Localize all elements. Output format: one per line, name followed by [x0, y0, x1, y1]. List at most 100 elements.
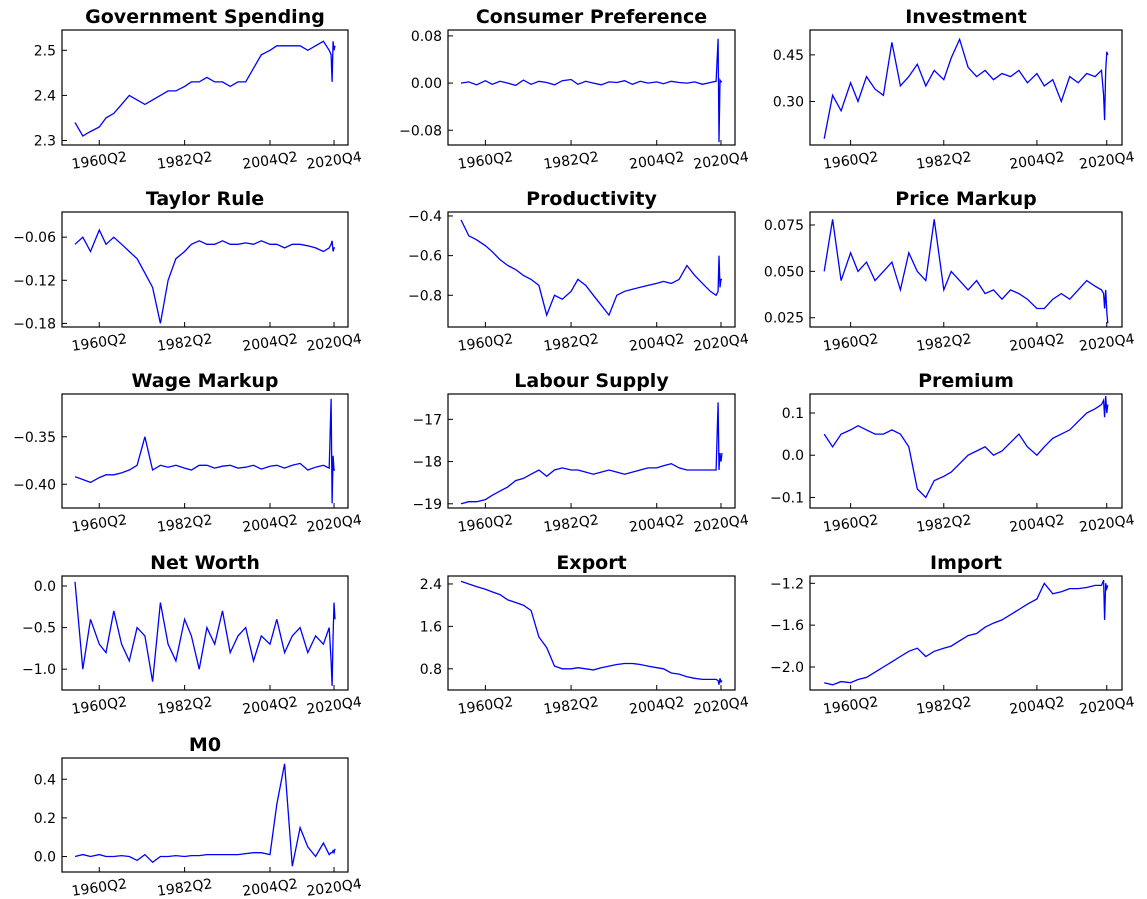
subplot-title: Productivity	[526, 188, 657, 210]
subplot-title: Investment	[905, 6, 1027, 28]
y-tick-label: 0.0	[34, 579, 56, 595]
y-tick-label: 0.4	[34, 772, 56, 788]
x-tick-label: 2020Q4	[692, 331, 749, 355]
y-tick-label: 0.025	[764, 311, 804, 327]
series-line	[460, 580, 723, 685]
plot-frame	[447, 29, 736, 146]
subplot: Government Spending 2.3 2.4 2.5 1960Q2 1982Q2…	[34, 6, 363, 173]
x-tick-label: 2004Q2	[242, 694, 299, 718]
x-tick-label: 1982Q2	[156, 331, 213, 355]
x-tick-label: 1960Q2	[822, 331, 879, 355]
subplot-title: Import	[930, 552, 1002, 574]
y-tick-label: 1.6	[420, 619, 442, 635]
x-tick-label: 2020Q4	[306, 694, 363, 718]
series-line	[74, 763, 336, 867]
x-tick-label: 1982Q2	[915, 331, 972, 355]
x-tick-label: 1960Q2	[457, 512, 514, 536]
subplot-title: Labour Supply	[514, 370, 669, 392]
series-line	[74, 228, 335, 324]
subplot: Net Worth −1.0 −0.5 0.0 1960Q2 1982Q2 2004Q2 20…	[22, 552, 363, 718]
series-line	[460, 219, 722, 318]
subplot-title: Net Worth	[150, 552, 260, 574]
x-tick-label: 2004Q2	[628, 512, 685, 536]
x-tick-label: 1982Q2	[915, 149, 972, 173]
x-tick-label: 1982Q2	[156, 512, 213, 536]
x-tick-label: 1960Q2	[822, 149, 879, 173]
x-tick-label: 2004Q2	[628, 331, 685, 355]
x-tick-label: 1982Q2	[156, 149, 213, 173]
subplot: Wage Markup −0.40 −0.35 1960Q2 1982Q2 2004Q2 2…	[13, 370, 363, 536]
subplot-title: Export	[556, 552, 626, 574]
x-tick-label: 2020Q4	[306, 331, 363, 355]
x-tick-label: 2004Q2	[242, 149, 299, 173]
y-tick-label: −1.2	[770, 576, 804, 592]
y-tick-label: −0.8	[408, 288, 442, 304]
x-tick-label: 2004Q2	[628, 694, 685, 718]
x-tick-label: 1960Q2	[822, 694, 879, 718]
series-line	[460, 38, 723, 143]
x-tick-label: 2020Q4	[1078, 331, 1135, 355]
x-tick-label: 2020Q4	[692, 694, 749, 718]
y-tick-label: −0.35	[13, 430, 56, 446]
plot-frame	[809, 211, 1123, 328]
subplot-title: Premium	[918, 370, 1014, 392]
subplot-title: Taylor Rule	[146, 188, 264, 210]
x-tick-label: 1960Q2	[822, 512, 879, 536]
x-tick-label: 1982Q2	[915, 694, 972, 718]
y-tick-label: 0.45	[773, 48, 804, 64]
y-tick-label: −17	[412, 412, 442, 428]
y-tick-label: 0.8	[420, 662, 442, 678]
y-tick-label: −0.6	[408, 249, 442, 265]
x-tick-label: 2020Q4	[306, 512, 363, 536]
x-tick-label: 1982Q2	[543, 331, 600, 355]
x-tick-label: 2004Q2	[1008, 694, 1065, 718]
series-line	[74, 398, 335, 504]
x-tick-label: 1982Q2	[543, 694, 600, 718]
x-tick-label: 2004Q2	[1008, 331, 1065, 355]
y-tick-label: 0.2	[34, 811, 56, 827]
x-tick-label: 1960Q2	[71, 149, 128, 173]
plot-frame	[447, 575, 736, 691]
plot-frame	[809, 393, 1123, 509]
series-line	[823, 37, 1109, 139]
x-tick-label: 1960Q2	[71, 331, 128, 355]
y-tick-label: −0.08	[399, 123, 442, 139]
x-tick-label: 2004Q2	[242, 876, 299, 899]
subplot-title: Consumer Preference	[476, 6, 707, 28]
subplot: Taylor Rule −0.18 −0.12 −0.06 1960Q2 1982Q2 20…	[13, 188, 363, 355]
y-tick-label: 2.4	[34, 88, 56, 104]
plot-frame	[61, 575, 349, 691]
y-tick-label: −19	[412, 497, 442, 513]
x-tick-label: 1982Q2	[543, 149, 600, 173]
series-line	[823, 219, 1109, 324]
x-tick-label: 2020Q4	[306, 149, 363, 173]
x-tick-label: 1960Q2	[457, 694, 514, 718]
y-tick-label: −0.40	[13, 477, 56, 493]
x-tick-label: 2004Q2	[628, 149, 685, 173]
y-tick-label: −1.0	[22, 662, 56, 678]
y-tick-label: 0.00	[411, 76, 442, 92]
plot-frame	[809, 29, 1123, 146]
subplot: Price Markup 0.025 0.050 0.075 1960Q2 1982Q2 2…	[764, 188, 1136, 355]
x-tick-label: 2004Q2	[242, 512, 299, 536]
series-line	[460, 402, 723, 505]
y-tick-label: 2.3	[34, 133, 56, 149]
y-tick-label: −2.0	[770, 660, 804, 676]
subplot-title: Wage Markup	[131, 370, 278, 392]
y-tick-label: 0.075	[764, 218, 804, 234]
y-tick-label: −18	[412, 455, 442, 471]
y-tick-label: −0.1	[770, 490, 804, 506]
series-line	[74, 581, 336, 686]
plot-frame	[809, 575, 1123, 691]
subplot: Export 0.8 1.6 2.4 1960Q2 1982Q2 2004Q2 2020Q4	[420, 552, 750, 718]
y-tick-label: 0.050	[764, 264, 804, 280]
subplot: M0 0.0 0.2 0.4 1960Q2 1982Q2 2004Q2 2020Q4	[34, 734, 363, 899]
series-line	[824, 579, 1109, 686]
x-tick-label: 1982Q2	[156, 694, 213, 718]
series-line	[74, 40, 336, 137]
plot-frame	[61, 211, 349, 328]
plot-frame	[61, 757, 349, 873]
subplot-title: Price Markup	[895, 188, 1036, 210]
x-tick-label: 1960Q2	[457, 149, 514, 173]
x-tick-label: 2020Q4	[1078, 694, 1135, 718]
